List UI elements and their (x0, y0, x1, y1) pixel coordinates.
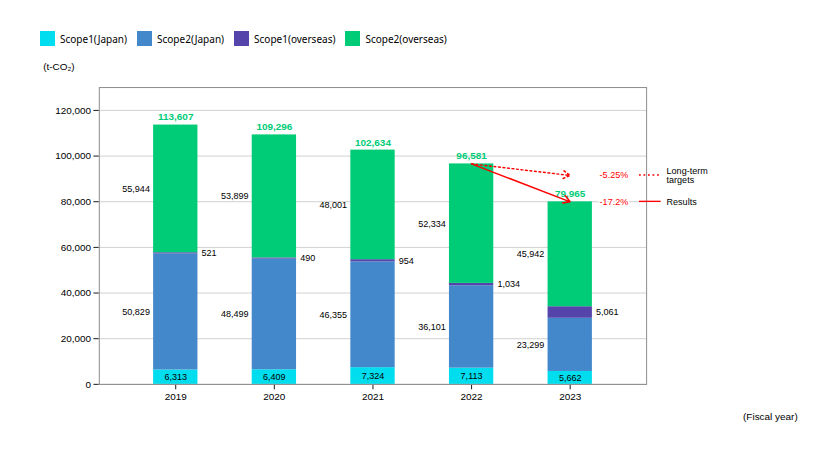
svg-text:6,313: 6,313 (164, 372, 187, 382)
svg-text:50,829: 50,829 (122, 307, 150, 317)
svg-text:490: 490 (300, 253, 315, 263)
svg-text:20,000: 20,000 (61, 333, 92, 344)
svg-text:2023: 2023 (559, 391, 582, 402)
svg-text:Results: Results (667, 197, 698, 207)
svg-text:2022: 2022 (461, 391, 484, 402)
svg-text:100,000: 100,000 (55, 150, 91, 161)
svg-text:(Fiscal year): (Fiscal year) (743, 411, 798, 422)
svg-text:(t-CO₂): (t-CO₂) (43, 61, 74, 72)
svg-text:113,607: 113,607 (158, 111, 194, 122)
svg-text:954: 954 (399, 256, 414, 266)
svg-text:1,034: 1,034 (497, 279, 520, 289)
svg-text:-17.2%: -17.2% (600, 197, 629, 207)
svg-text:79,965: 79,965 (555, 188, 586, 200)
html-text:Scope2(Japan): Scope2(Japan) (157, 31, 225, 46)
svg-text:2020: 2020 (263, 391, 286, 402)
svg-text:2019: 2019 (165, 391, 188, 402)
svg-text:521: 521 (202, 248, 217, 258)
svg-text:40,000: 40,000 (61, 287, 92, 298)
svg-text:109,296: 109,296 (256, 121, 292, 132)
svg-text:23,299: 23,299 (517, 340, 545, 350)
svg-text:6,409: 6,409 (263, 372, 286, 382)
svg-text:52,334: 52,334 (418, 219, 446, 229)
svg-text:-5.25%: -5.25% (600, 170, 629, 180)
svg-text:96,581: 96,581 (456, 150, 487, 161)
svg-text:53,899: 53,899 (221, 191, 249, 201)
svg-text:46,355: 46,355 (320, 310, 348, 320)
svg-text:48,499: 48,499 (221, 309, 249, 319)
html-text:Scope1(overseas): Scope1(overseas) (254, 31, 336, 46)
svg-text:80,000: 80,000 (61, 196, 92, 207)
svg-text:5,061: 5,061 (596, 307, 619, 317)
svg-text:45,942: 45,942 (517, 249, 545, 259)
svg-text:48,001: 48,001 (320, 200, 348, 210)
svg-text:7,113: 7,113 (461, 371, 483, 381)
svg-text:2021: 2021 (362, 391, 385, 402)
svg-text:120,000: 120,000 (55, 105, 91, 116)
svg-text:36,101: 36,101 (418, 322, 446, 332)
svg-text:Long-termtargets: Long-termtargets (667, 166, 708, 185)
svg-text:7,324: 7,324 (362, 371, 385, 381)
svg-text:60,000: 60,000 (61, 242, 92, 253)
svg-text:5,662: 5,662 (559, 373, 582, 383)
html-text:Scope1(Japan): Scope1(Japan) (60, 31, 127, 46)
svg-text:0: 0 (86, 379, 92, 390)
html-text:Scope2(overseas): Scope2(overseas) (365, 31, 447, 46)
svg-text:55,944: 55,944 (122, 184, 150, 194)
svg-text:102,634: 102,634 (355, 137, 391, 148)
